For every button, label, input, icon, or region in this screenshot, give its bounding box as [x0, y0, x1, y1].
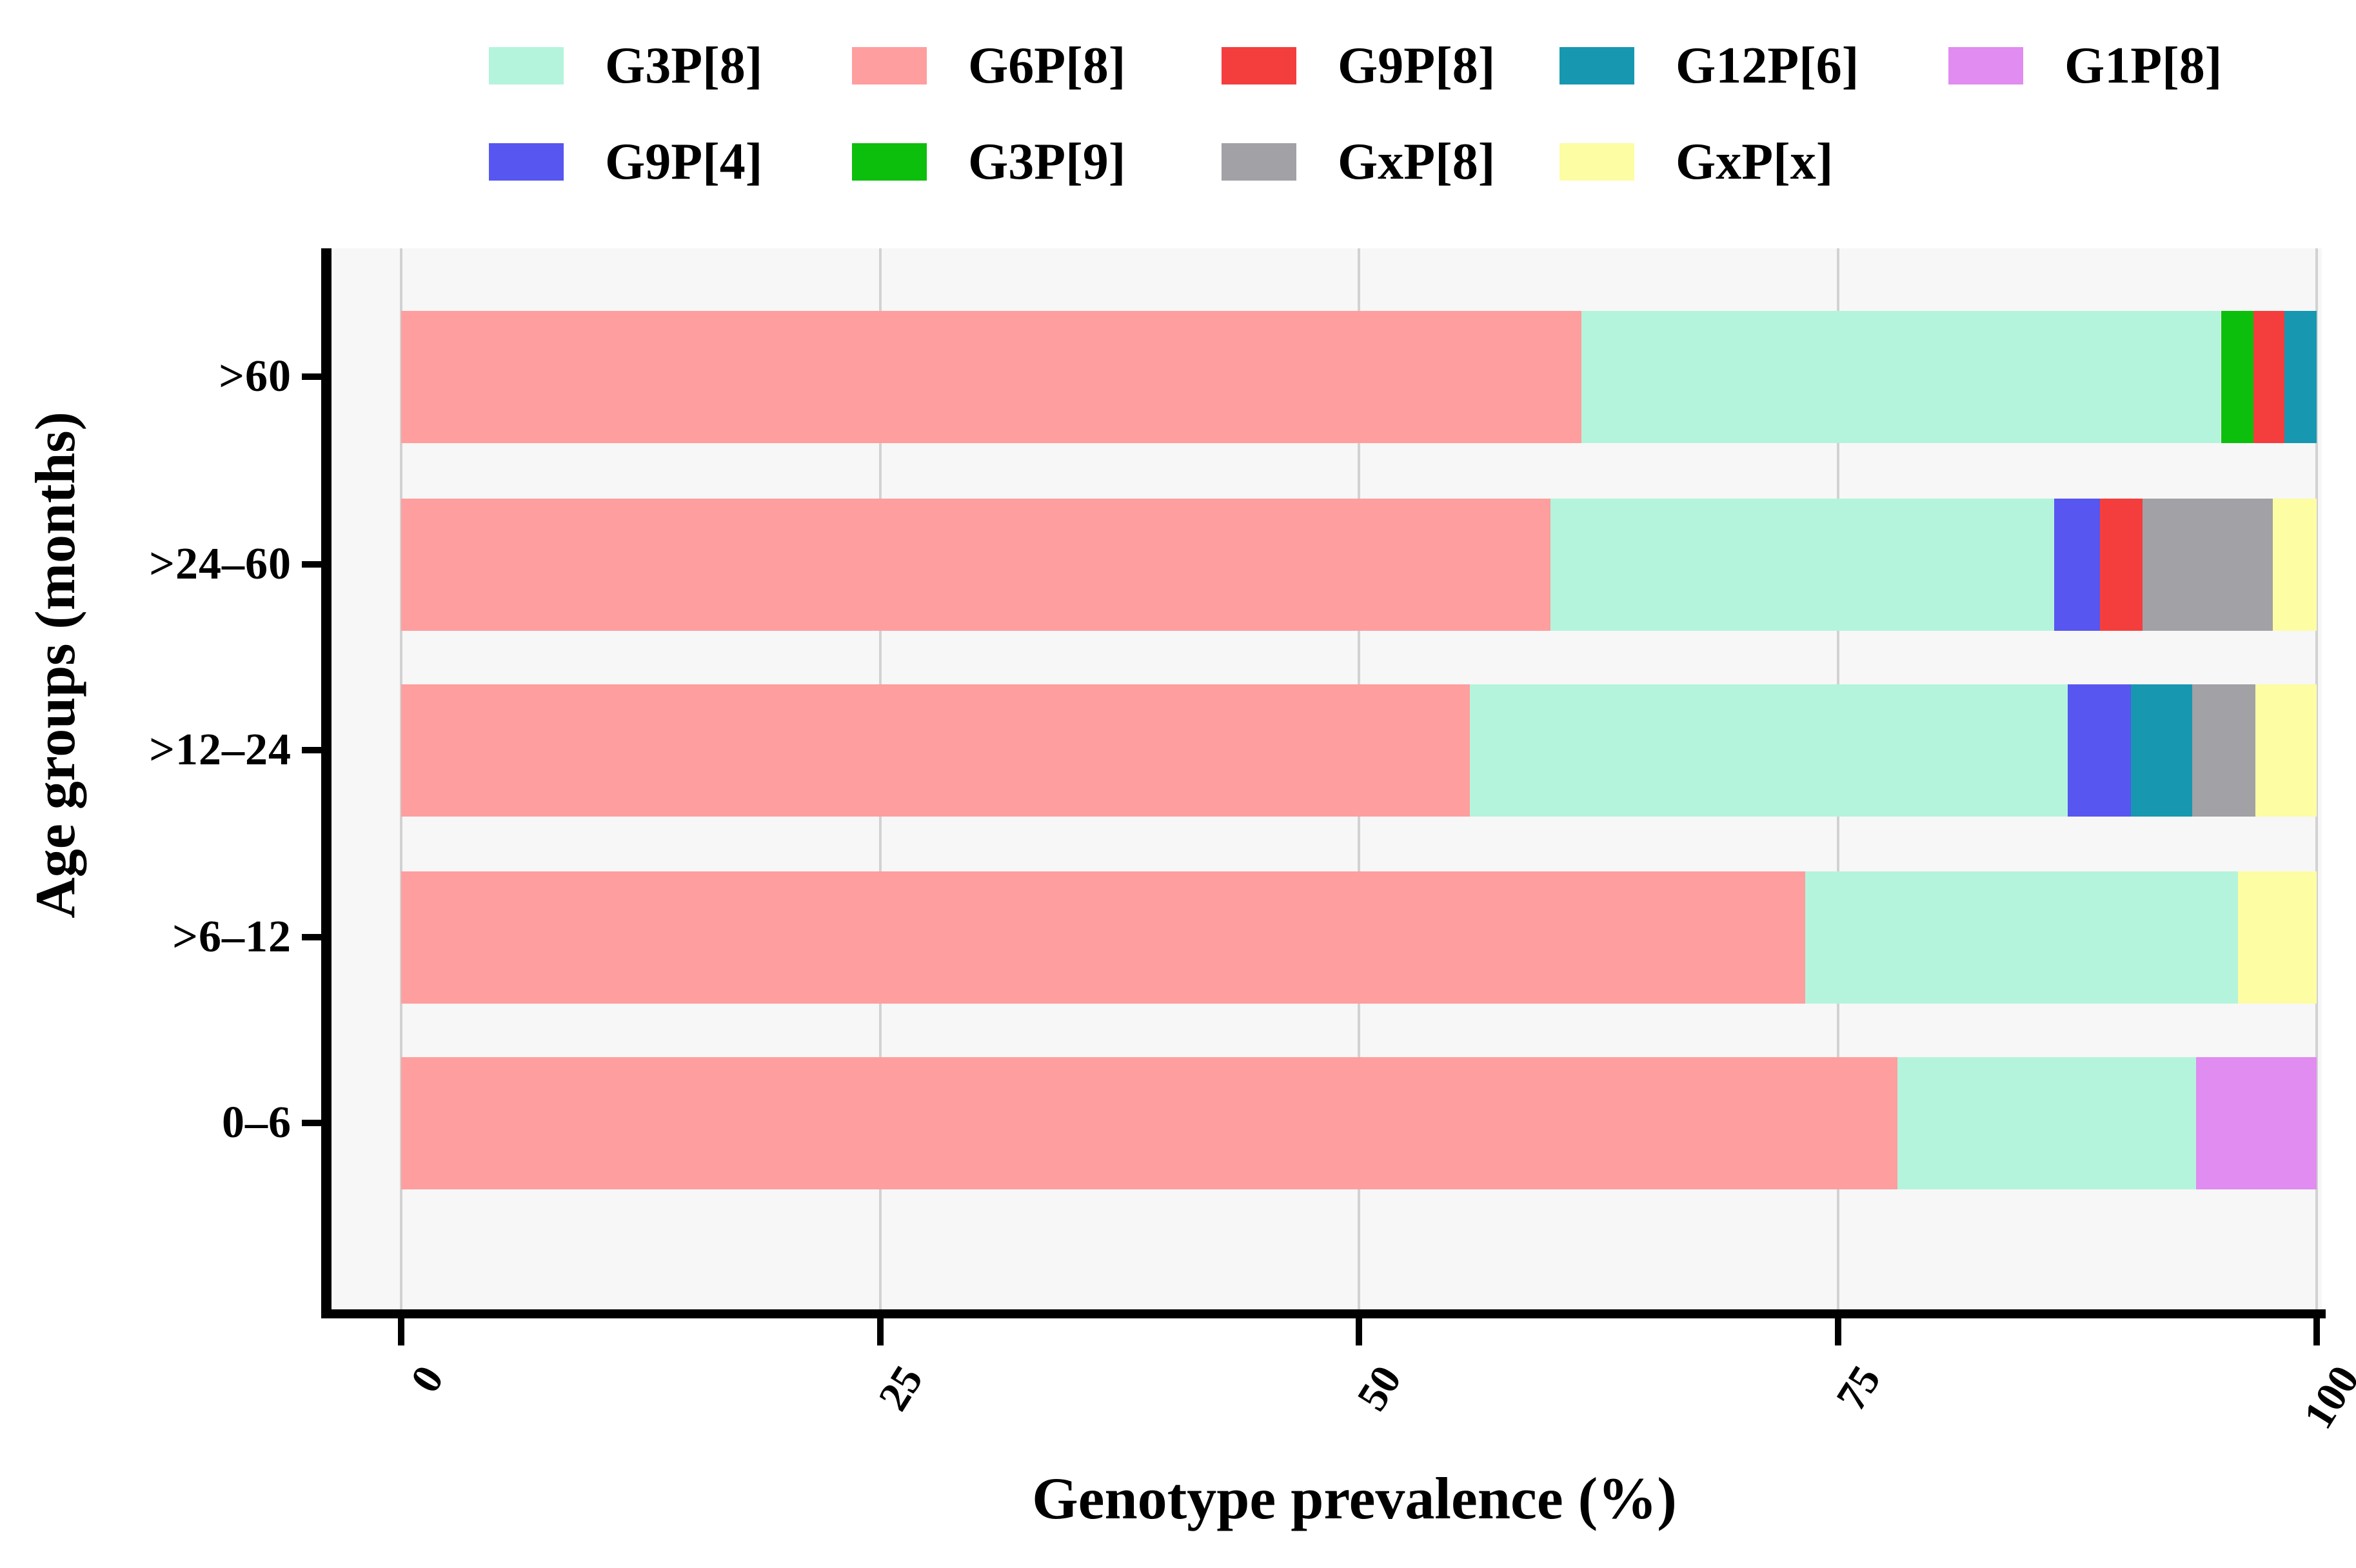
bar-segment: [401, 310, 1581, 443]
legend-label: G9P[4]: [605, 134, 763, 190]
bar-segment: [401, 871, 1805, 1004]
gridline: [2315, 248, 2318, 1309]
legend-label: G9P[8]: [1338, 37, 1496, 94]
y-axis-spine: [321, 248, 332, 1318]
legend-label: GxP[8]: [1338, 134, 1496, 190]
bar-segment: [2238, 871, 2317, 1004]
legend-item: G9P[4]: [489, 136, 762, 188]
y-category-label: >12–24: [149, 725, 292, 775]
legend-swatch: [1559, 47, 1634, 84]
legend-label: G3P[9]: [968, 134, 1126, 190]
y-category-label: >60: [219, 352, 292, 401]
x-tick: [2313, 1318, 2320, 1345]
legend-swatch: [1222, 47, 1296, 84]
y-tick: [302, 561, 326, 568]
bar-segment: [1550, 498, 2055, 631]
legend-swatch: [852, 47, 927, 84]
y-tick: [302, 747, 326, 753]
x-axis-line: [321, 1309, 2326, 1318]
y-tick: [302, 934, 326, 940]
bar-segment: [2253, 310, 2284, 443]
bar-segment: [2054, 498, 2101, 631]
y-axis-title: Age groups (months): [25, 412, 87, 918]
y-category-label: 0–6: [222, 1098, 292, 1147]
x-axis-title: Genotype prevalence (%): [1032, 1465, 1677, 1531]
legend-swatch: [489, 47, 564, 84]
bar-segment: [2142, 498, 2273, 631]
bar-segment: [401, 498, 1550, 631]
y-tick: [302, 373, 326, 380]
x-tick: [876, 1318, 884, 1345]
legend-label: G6P[8]: [968, 37, 1126, 94]
legend-item: G12P[6]: [1559, 40, 1859, 92]
x-tick: [398, 1318, 404, 1345]
legend-item: G6P[8]: [852, 40, 1125, 92]
legend-item: GxP[8]: [1222, 136, 1495, 188]
legend-swatch: [489, 143, 564, 181]
bar-segment: [1581, 310, 2221, 443]
x-tick-label: 0: [401, 1357, 453, 1401]
bar-segment: [2192, 684, 2255, 817]
bar-segment: [401, 1057, 1897, 1189]
y-category-label: >6–12: [172, 912, 292, 962]
legend-item: G9P[8]: [1222, 40, 1495, 92]
bar-segment: [2195, 1057, 2317, 1189]
bar-segment: [2130, 684, 2192, 817]
legend-swatch: [852, 143, 927, 181]
x-tick: [1356, 1318, 1362, 1345]
y-tick: [302, 1120, 326, 1126]
legend-label: G3P[8]: [605, 37, 763, 94]
legend-label: G1P[8]: [2064, 37, 2222, 94]
bar-segment: [1470, 684, 2068, 817]
bar-segment: [1897, 1057, 2196, 1189]
bar-segment: [1805, 871, 2239, 1004]
legend-swatch: [1559, 143, 1634, 181]
legend-item: G3P[9]: [852, 136, 1125, 188]
x-tick: [1834, 1318, 1841, 1345]
legend-label: GxP[x]: [1676, 134, 1834, 190]
x-tick-label: 100: [2294, 1357, 2356, 1437]
legend-swatch: [1948, 47, 2023, 84]
bar-segment: [2100, 498, 2143, 631]
bar-segment: [2255, 684, 2317, 817]
bar-segment: [2284, 310, 2317, 443]
bar-segment: [401, 684, 1470, 817]
bar-segment: [2272, 498, 2317, 631]
bar-segment: [2221, 310, 2253, 443]
legend-swatch: [1222, 143, 1296, 181]
legend-label: G12P[6]: [1676, 37, 1859, 94]
legend-item: G3P[8]: [489, 40, 762, 92]
legend-item: GxP[x]: [1559, 136, 1833, 188]
bar-segment: [2067, 684, 2131, 817]
y-category-label: >24–60: [149, 539, 292, 589]
legend-item: G1P[8]: [1948, 40, 2222, 92]
